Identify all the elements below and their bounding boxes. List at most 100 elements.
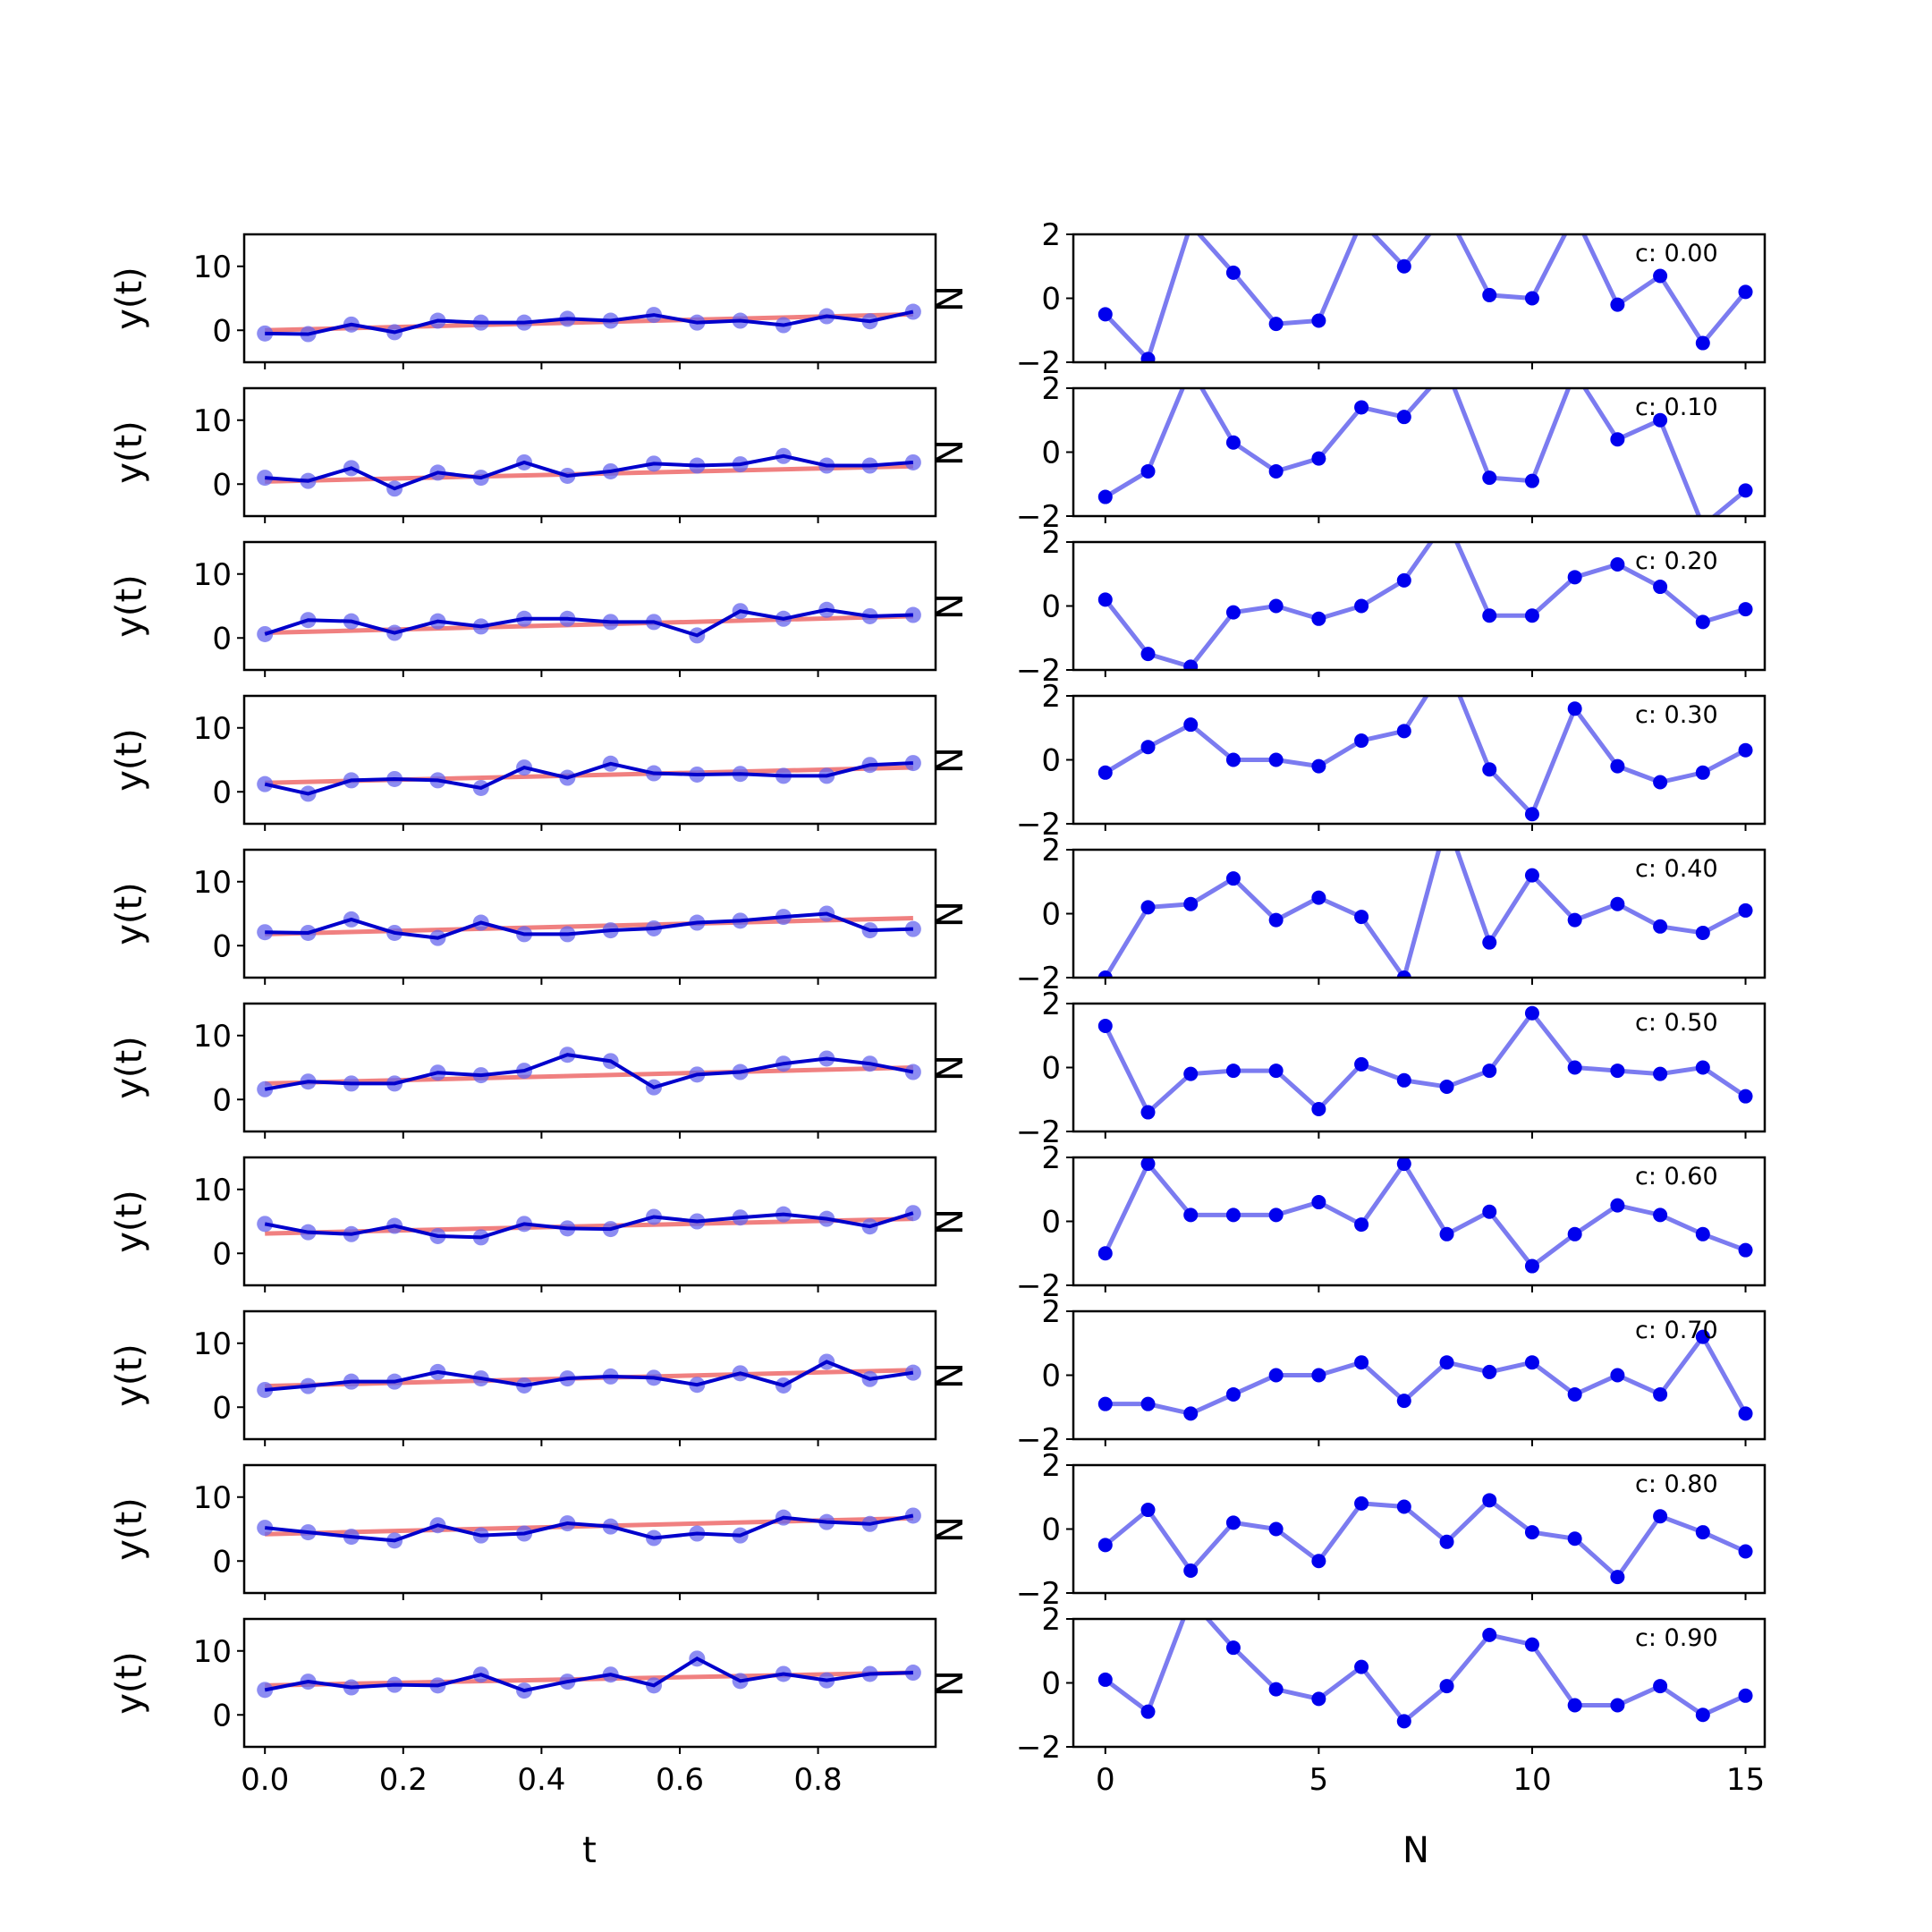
right-ytick-label: 0 — [1041, 743, 1061, 779]
left-axes-frame — [242, 1617, 937, 1749]
residual-point — [1268, 598, 1284, 614]
right-axes-0: −2 0 2 Nc: 0.00 — [930, 217, 1767, 381]
fit-line — [265, 1065, 913, 1086]
residual-point — [1610, 758, 1625, 774]
c-label: c: 0.70 — [1635, 1317, 1718, 1344]
right-ylabel: N — [930, 593, 971, 620]
right-ytick-label: 2 — [1041, 679, 1061, 715]
residual-line — [1103, 1159, 1747, 1270]
residual-point — [1738, 602, 1753, 617]
right-ytick-label: −2 — [1016, 1576, 1061, 1612]
right-ytick-label: 2 — [1041, 371, 1061, 407]
residual-point — [1524, 1637, 1539, 1652]
residual-point — [1695, 925, 1710, 940]
residual-point — [1268, 317, 1284, 332]
residual-point — [1311, 611, 1326, 626]
residual-point — [1354, 1659, 1369, 1674]
residual-point — [1354, 598, 1369, 614]
left-axes-frame — [242, 1156, 937, 1287]
right-plot-area-2 — [1097, 542, 1753, 670]
c-label: c: 0.30 — [1635, 701, 1718, 729]
right-ylabel: N — [930, 1670, 971, 1697]
left-ytick-label: 10 — [193, 403, 232, 439]
residual-point — [1567, 1698, 1582, 1713]
right-plot-area-1 — [1097, 388, 1753, 516]
left-plot-area-8 — [257, 1507, 921, 1549]
right-ytick-label: 0 — [1041, 1051, 1061, 1087]
right-ylabel: N — [930, 901, 971, 928]
residual-point — [1482, 287, 1497, 302]
residual-point — [1610, 557, 1625, 572]
left-axes-7: 0 10 y(t) — [109, 1309, 937, 1446]
right-plot-area-8 — [1097, 1493, 1753, 1585]
residual-line — [1103, 850, 1747, 978]
left-xtick-label: 0.0 — [241, 1762, 289, 1798]
residual-point — [1610, 1198, 1625, 1213]
residual-point — [1311, 758, 1326, 774]
residual-point — [1567, 1226, 1582, 1241]
residual-point — [1268, 1682, 1284, 1697]
residual-point — [1567, 701, 1582, 716]
fit-line — [265, 916, 913, 936]
right-ylabel: N — [930, 439, 971, 466]
residual-point — [1482, 470, 1497, 486]
right-ytick-label: −2 — [1016, 1114, 1061, 1150]
right-ytick-label: 2 — [1041, 217, 1061, 253]
left-ylabel: y(t) — [109, 1651, 150, 1715]
left-axes-3: 0 10 y(t) — [109, 694, 937, 831]
right-ytick-label: 0 — [1041, 1666, 1061, 1702]
residual-point — [1311, 1195, 1326, 1210]
right-ytick-label: 2 — [1041, 987, 1061, 1022]
right-axes-2: −2 0 2 Nc: 0.20 — [930, 525, 1767, 689]
residual-point — [1695, 614, 1710, 630]
residual-point — [1567, 912, 1582, 928]
residual-point — [1097, 1672, 1113, 1687]
residual-point — [1354, 1056, 1369, 1072]
right-ylabel: N — [930, 1362, 971, 1389]
left-axes-frame — [242, 1002, 937, 1133]
residual-point — [1140, 1157, 1156, 1172]
residual-point — [1695, 765, 1710, 780]
panel-row-0: 0 10 y(t) −2 0 2 Nc: 0.00 — [109, 217, 1767, 381]
right-ytick-label: −2 — [1016, 1268, 1061, 1304]
left-ytick-label: 10 — [193, 1326, 232, 1362]
residual-point — [1524, 473, 1539, 488]
residual-point — [1396, 1072, 1411, 1088]
left-axes-6: 0 10 y(t) — [109, 1156, 937, 1292]
left-ytick-label: 0 — [212, 621, 232, 657]
residual-point — [1225, 435, 1241, 450]
panel-row-3: 0 10 y(t) −2 0 2 Nc: 0.30 — [109, 679, 1767, 843]
residual-line — [1103, 542, 1747, 670]
left-axes-5: 0 10 y(t) — [109, 1002, 937, 1139]
residual-point — [1439, 1355, 1454, 1370]
residual-point — [1354, 1496, 1369, 1511]
left-ytick-label: 0 — [212, 1544, 232, 1580]
right-axes-6: −2 0 2 Nc: 0.60 — [930, 1140, 1767, 1304]
right-axes-frame — [1072, 540, 1767, 672]
right-ytick-label: 0 — [1041, 589, 1061, 625]
residual-point — [1183, 659, 1199, 670]
residual-point — [1738, 1242, 1753, 1258]
right-ytick-label: 0 — [1041, 282, 1061, 318]
left-ylabel: y(t) — [109, 728, 150, 792]
left-ylabel: y(t) — [109, 1190, 150, 1253]
right-ylabel: N — [930, 285, 971, 312]
residual-point — [1610, 1368, 1625, 1383]
residual-point — [1097, 970, 1113, 978]
residual-point — [1439, 1226, 1454, 1241]
fit-line — [265, 614, 913, 636]
right-xlabel: N — [1402, 1830, 1429, 1871]
panel-row-5: 0 10 y(t) −2 0 2 Nc: 0.50 — [109, 987, 1767, 1150]
residual-point — [1311, 1368, 1326, 1383]
residual-point — [1396, 724, 1411, 739]
right-ytick-label: 0 — [1041, 1513, 1061, 1548]
residual-line — [1104, 696, 1747, 818]
residual-point — [1567, 1386, 1582, 1402]
residual-point — [1482, 762, 1497, 777]
residual-point — [1225, 752, 1241, 767]
c-label: c: 0.20 — [1635, 547, 1718, 575]
residual-line — [1104, 1497, 1747, 1580]
left-axes-frame — [242, 1463, 937, 1595]
residual-point — [1225, 265, 1241, 280]
